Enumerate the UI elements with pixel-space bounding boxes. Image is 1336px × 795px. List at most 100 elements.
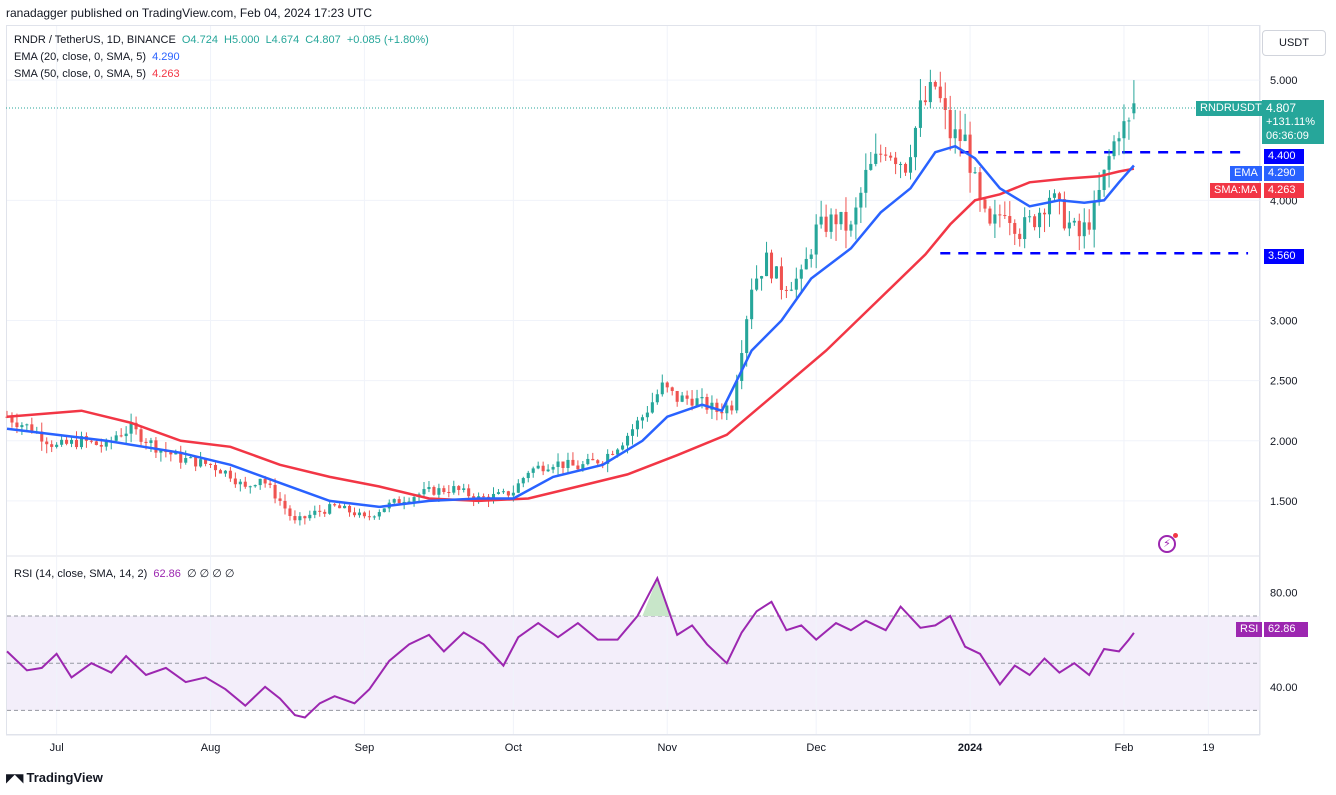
time-tick-label: Sep xyxy=(355,742,375,754)
candle-body xyxy=(1013,222,1017,234)
low-value: L4.674 xyxy=(265,34,300,46)
candle-body xyxy=(367,516,371,518)
rsi-tick-label: 40.00 xyxy=(1270,682,1298,694)
candle-body xyxy=(1087,222,1091,230)
candle-body xyxy=(223,470,227,474)
candle-body xyxy=(333,504,337,506)
candle-body xyxy=(422,489,426,495)
candle-body xyxy=(139,429,143,442)
candle-body xyxy=(854,207,858,225)
candle-body xyxy=(1097,189,1101,203)
candle-body xyxy=(576,465,580,470)
ema-line xyxy=(6,144,1135,509)
candle-body xyxy=(720,411,724,414)
candle-body xyxy=(993,214,997,224)
candle-body xyxy=(521,478,525,484)
legend-main[interactable]: RNDR / TetherUS, 1D, BINANCE O4.724 H5.0… xyxy=(14,34,429,46)
candle-body xyxy=(794,278,798,290)
candle-body xyxy=(184,458,188,463)
candle-body xyxy=(1127,120,1131,122)
candle-body xyxy=(978,172,982,200)
candle-body xyxy=(124,433,128,437)
candle-body xyxy=(55,444,59,447)
candle-body xyxy=(432,487,436,495)
candle-body xyxy=(377,512,381,517)
candle-body xyxy=(278,498,282,501)
time-tick-label: 2024 xyxy=(958,742,983,754)
candle-body xyxy=(1102,169,1106,190)
legend-sma[interactable]: SMA (50, close, 0, SMA, 5) 4.263 xyxy=(14,68,180,80)
currency-button[interactable]: USDT xyxy=(1262,30,1326,56)
rsi-value-badge: 62.86 xyxy=(1264,622,1308,637)
candle-body xyxy=(382,508,386,513)
candle-body xyxy=(10,416,14,423)
candle-body xyxy=(308,514,312,519)
candle-body xyxy=(963,134,967,142)
candle-body xyxy=(1077,220,1081,237)
candle-body xyxy=(879,153,883,155)
candle-body xyxy=(591,458,595,461)
candle-body xyxy=(938,86,942,99)
candle-body xyxy=(874,153,878,164)
candle-body xyxy=(834,214,838,225)
candle-body xyxy=(352,512,357,516)
candle-body xyxy=(630,429,635,436)
candle-body xyxy=(1062,199,1066,229)
candle-body xyxy=(328,504,332,514)
symbol-badge: RNDRUSDT xyxy=(1196,101,1266,116)
rsi-tick-label: 80.00 xyxy=(1270,587,1298,599)
candle-body xyxy=(913,127,918,158)
lightning-icon[interactable]: ⚡ xyxy=(1158,533,1178,553)
candle-body xyxy=(611,453,615,455)
candle-body xyxy=(1038,212,1042,228)
candle-body xyxy=(25,424,29,426)
candle-body xyxy=(447,491,451,493)
candle-body xyxy=(104,441,108,447)
candle-body xyxy=(218,470,223,474)
sma-label: SMA (50, close, 0, SMA, 5) xyxy=(14,68,147,80)
price-axis-ticks: 5.000 4.000 3.000 2.500 2.000 1.500 xyxy=(1270,75,1298,508)
legend-rsi[interactable]: RSI (14, close, SMA, 14, 2) 62.86 ∅ ∅ ∅ … xyxy=(14,567,234,580)
price-tick-label: 4.000 xyxy=(1270,195,1298,207)
candle-body xyxy=(318,510,322,512)
candle-body xyxy=(323,511,327,514)
candle-body xyxy=(779,266,783,290)
tradingview-wordmark: TradingView xyxy=(26,770,103,785)
candle-body xyxy=(849,224,853,231)
legend-ema[interactable]: EMA (20, close, 0, SMA, 5) 4.290 xyxy=(14,51,180,63)
candle-body xyxy=(918,100,922,128)
candlestick-series xyxy=(5,69,1136,526)
candle-body xyxy=(1107,156,1111,170)
price-badge-pct: +131.11% xyxy=(1266,116,1316,128)
rsi-overbought-fill xyxy=(642,578,673,616)
candle-body xyxy=(670,387,674,391)
candle-body xyxy=(750,289,754,320)
candle-body xyxy=(973,172,977,174)
rsi-label: RSI (14, close, SMA, 14, 2) xyxy=(14,568,148,580)
candle-body xyxy=(710,402,714,410)
high-value: H5.000 xyxy=(224,34,260,46)
candle-body xyxy=(998,214,1002,216)
candle-body xyxy=(442,488,446,492)
candle-body xyxy=(40,431,44,442)
candle-body xyxy=(506,491,510,496)
candle-body xyxy=(1008,216,1012,223)
price-tick-label: 2.000 xyxy=(1270,436,1298,448)
candle-body xyxy=(60,439,64,445)
candle-body xyxy=(809,254,813,259)
candle-body xyxy=(397,499,401,504)
tradingview-logo[interactable]: ◤◥ TradingView xyxy=(6,770,103,785)
candle-body xyxy=(357,512,362,516)
candle-body xyxy=(680,395,684,402)
candle-body xyxy=(1117,138,1121,142)
candle-body xyxy=(566,459,570,468)
time-tick-label: Jul xyxy=(50,742,64,754)
candle-body xyxy=(482,496,486,498)
candle-body xyxy=(74,439,79,448)
candle-body xyxy=(94,441,98,445)
candle-body xyxy=(764,252,769,277)
price-tick-label: 2.500 xyxy=(1270,376,1298,388)
candle-body xyxy=(1023,217,1027,240)
time-tick-label: Aug xyxy=(201,742,221,754)
